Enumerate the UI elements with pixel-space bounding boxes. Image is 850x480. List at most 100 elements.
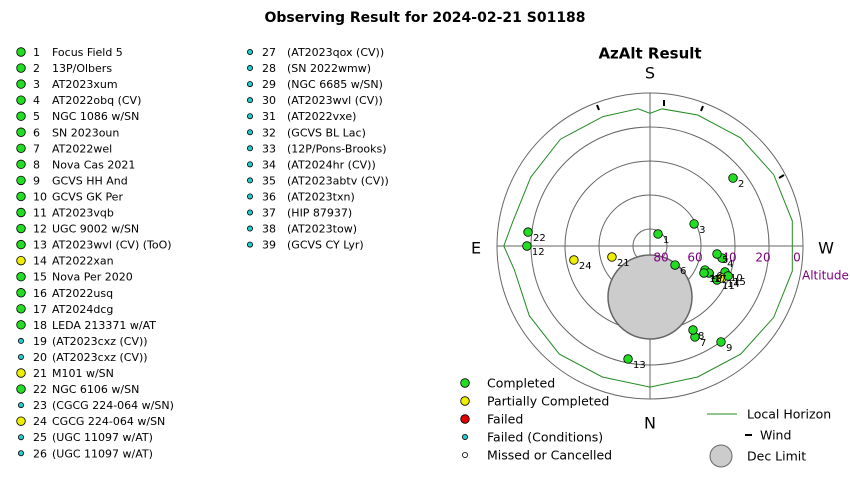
target-name: (NGC 6685 w/SN): [287, 78, 383, 91]
target-name: (AT2023cxz (CV)): [52, 351, 148, 364]
status-dot: [246, 161, 253, 168]
point-label: 10: [730, 273, 743, 284]
legend-text: Failed (Conditions): [487, 430, 603, 445]
dec-limit-legend-mark: [709, 444, 733, 468]
target-point: [607, 252, 617, 262]
point-label: 4: [727, 259, 733, 270]
chart-title: AzAlt Result: [598, 45, 701, 63]
target-name: AT2022usq: [52, 287, 113, 300]
status-dot: [16, 191, 26, 202]
target-number: 34: [262, 158, 276, 171]
target-name: AT2023xum: [52, 78, 118, 91]
legend-text: Completed: [487, 376, 555, 391]
point-label: 17: [714, 274, 727, 285]
direction-s: S: [645, 64, 655, 83]
target-name: (AT2023cxz (CV)): [52, 335, 148, 348]
status-dot: [16, 304, 26, 314]
target-name: (GCVS BL Lac): [287, 126, 366, 139]
target-number: 36: [262, 190, 276, 203]
target-number: 37: [262, 207, 276, 220]
r-tick-label: 0: [793, 251, 801, 265]
target-name: M101 w/SN: [52, 367, 114, 380]
target-number: 30: [262, 94, 276, 107]
target-number: 13: [33, 239, 47, 252]
target-number: 39: [262, 239, 276, 252]
target-point: [569, 255, 579, 265]
target-number: 6: [33, 126, 40, 139]
target-name: AT2024dcg: [52, 303, 113, 316]
legend-dot: [461, 433, 468, 440]
status-dot: [246, 113, 253, 120]
target-number: 9: [33, 174, 40, 187]
target-point: [689, 219, 699, 229]
target-number: 14: [33, 255, 47, 268]
target-number: 27: [262, 46, 276, 59]
status-dot: [16, 368, 26, 378]
point-label: 18: [709, 274, 722, 285]
point-label: 21: [617, 258, 630, 269]
status-dot: [16, 239, 26, 250]
status-dot: [16, 79, 26, 89]
status-dot: [17, 353, 24, 360]
target-number: 19: [33, 335, 47, 348]
target-point: [728, 173, 738, 183]
target-number: 10: [33, 190, 47, 203]
wind-legend-text: Wind: [760, 428, 791, 443]
legend-dot: [460, 396, 470, 406]
target-name: LEDA 213371 w/AT: [52, 319, 156, 332]
status-dot: [16, 175, 26, 186]
target-name: NGC 6106 w/SN: [52, 383, 139, 396]
target-number: 16: [33, 287, 47, 300]
status-dot: [16, 127, 26, 137]
target-number: 23: [33, 399, 47, 412]
status-dot: [246, 97, 253, 104]
target-point: [723, 271, 733, 281]
target-point: [522, 241, 532, 251]
target-name: GCVS GK Per: [52, 190, 123, 203]
target-point: [670, 260, 680, 270]
wind-ticks: [596, 100, 785, 179]
target-number: 17: [33, 303, 47, 316]
status-dot: [246, 193, 253, 200]
target-name: Focus Field 5: [52, 46, 123, 59]
target-point: [712, 249, 722, 259]
point-label: 9: [726, 343, 732, 354]
r-tick-label: 20: [755, 251, 770, 265]
target-name: (AT2023wvl (CV)): [287, 94, 383, 107]
target-name: AT2022obq (CV): [52, 94, 141, 107]
target-number: 38: [262, 223, 276, 236]
target-name: SN 2023oun: [52, 126, 119, 139]
status-dot: [17, 337, 24, 344]
point-label: 7: [700, 338, 706, 349]
target-number: 3: [33, 78, 40, 91]
target-number: 18: [33, 319, 47, 332]
target-name: (UGC 11097 w/AT): [52, 447, 153, 460]
target-point: [623, 354, 633, 364]
target-name: (AT2023qox (CV)): [287, 46, 384, 59]
target-number: 20: [33, 351, 47, 364]
target-number: 25: [33, 431, 47, 444]
target-name: (AT2022vxe): [287, 110, 356, 123]
target-number: 35: [262, 174, 276, 187]
target-point: [688, 325, 698, 335]
status-dot: [16, 207, 26, 218]
target-number: 5: [33, 110, 40, 123]
target-name: GCVS HH And: [52, 174, 128, 187]
target-name: 13P/Olbers: [52, 62, 112, 75]
status-dot: [16, 63, 26, 73]
target-name: AT2022xan: [52, 255, 114, 268]
target-name: (AT2023tow): [287, 223, 357, 236]
legend-dot: [461, 451, 468, 458]
point-label: 16: [710, 271, 723, 282]
status-dot: [16, 143, 26, 154]
target-number: 12: [33, 223, 47, 236]
status-dot: [16, 159, 26, 170]
status-dot: [246, 49, 253, 56]
target-point: [699, 268, 709, 278]
status-dot: [246, 145, 253, 152]
target-point: [653, 229, 663, 239]
target-name: AT2023wvl (CV) (ToO): [52, 239, 172, 252]
status-dot: [246, 81, 253, 88]
status-dot: [246, 129, 253, 136]
point-label: 1: [663, 235, 669, 246]
